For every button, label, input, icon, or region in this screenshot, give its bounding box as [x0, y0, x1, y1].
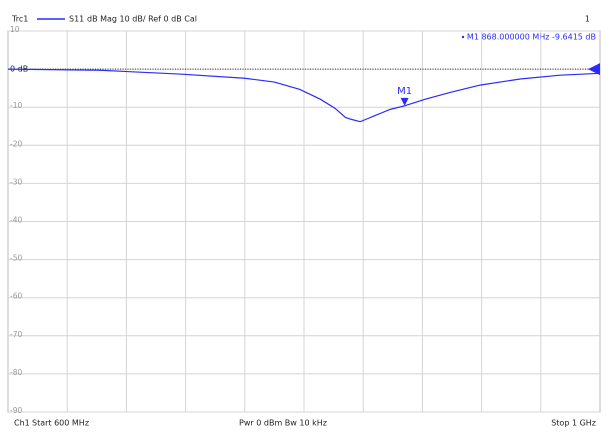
trace-name: Trc1 — [11, 15, 28, 24]
trace-line — [7, 68, 601, 123]
y-tick-label: -40 — [10, 216, 22, 225]
window-number: 1 — [585, 15, 590, 24]
y-tick-label: -10 — [10, 101, 22, 110]
marker-readout: M1 868.000000 MHz -9.6415 dB — [467, 33, 596, 42]
y-tick-label: 10 — [10, 25, 20, 34]
marker-triangle — [400, 97, 409, 106]
trace-info: dB Mag 10 dB/ Ref 0 dB Cal — [87, 15, 197, 24]
stop-freq: Stop 1 GHz — [551, 419, 596, 428]
y-tick-label: -70 — [10, 330, 22, 339]
readout-bullet — [461, 35, 465, 39]
y-tick-label: -80 — [10, 368, 22, 377]
y-tick-label: -20 — [10, 139, 22, 148]
start-freq: Start 600 MHz — [32, 419, 89, 428]
channel: Ch1 — [14, 419, 30, 428]
y-tick-label: -60 — [10, 292, 22, 301]
y-tick-label: -30 — [10, 177, 22, 186]
y-tick-label: -90 — [10, 406, 22, 415]
marker-label: M1 — [397, 86, 412, 97]
legend-label: S11 — [69, 15, 84, 24]
reference-arrow — [588, 63, 600, 76]
y-tick-label: -50 — [10, 254, 22, 263]
power-bw: Pwr 0 dBm Bw 10 kHz — [239, 419, 327, 428]
